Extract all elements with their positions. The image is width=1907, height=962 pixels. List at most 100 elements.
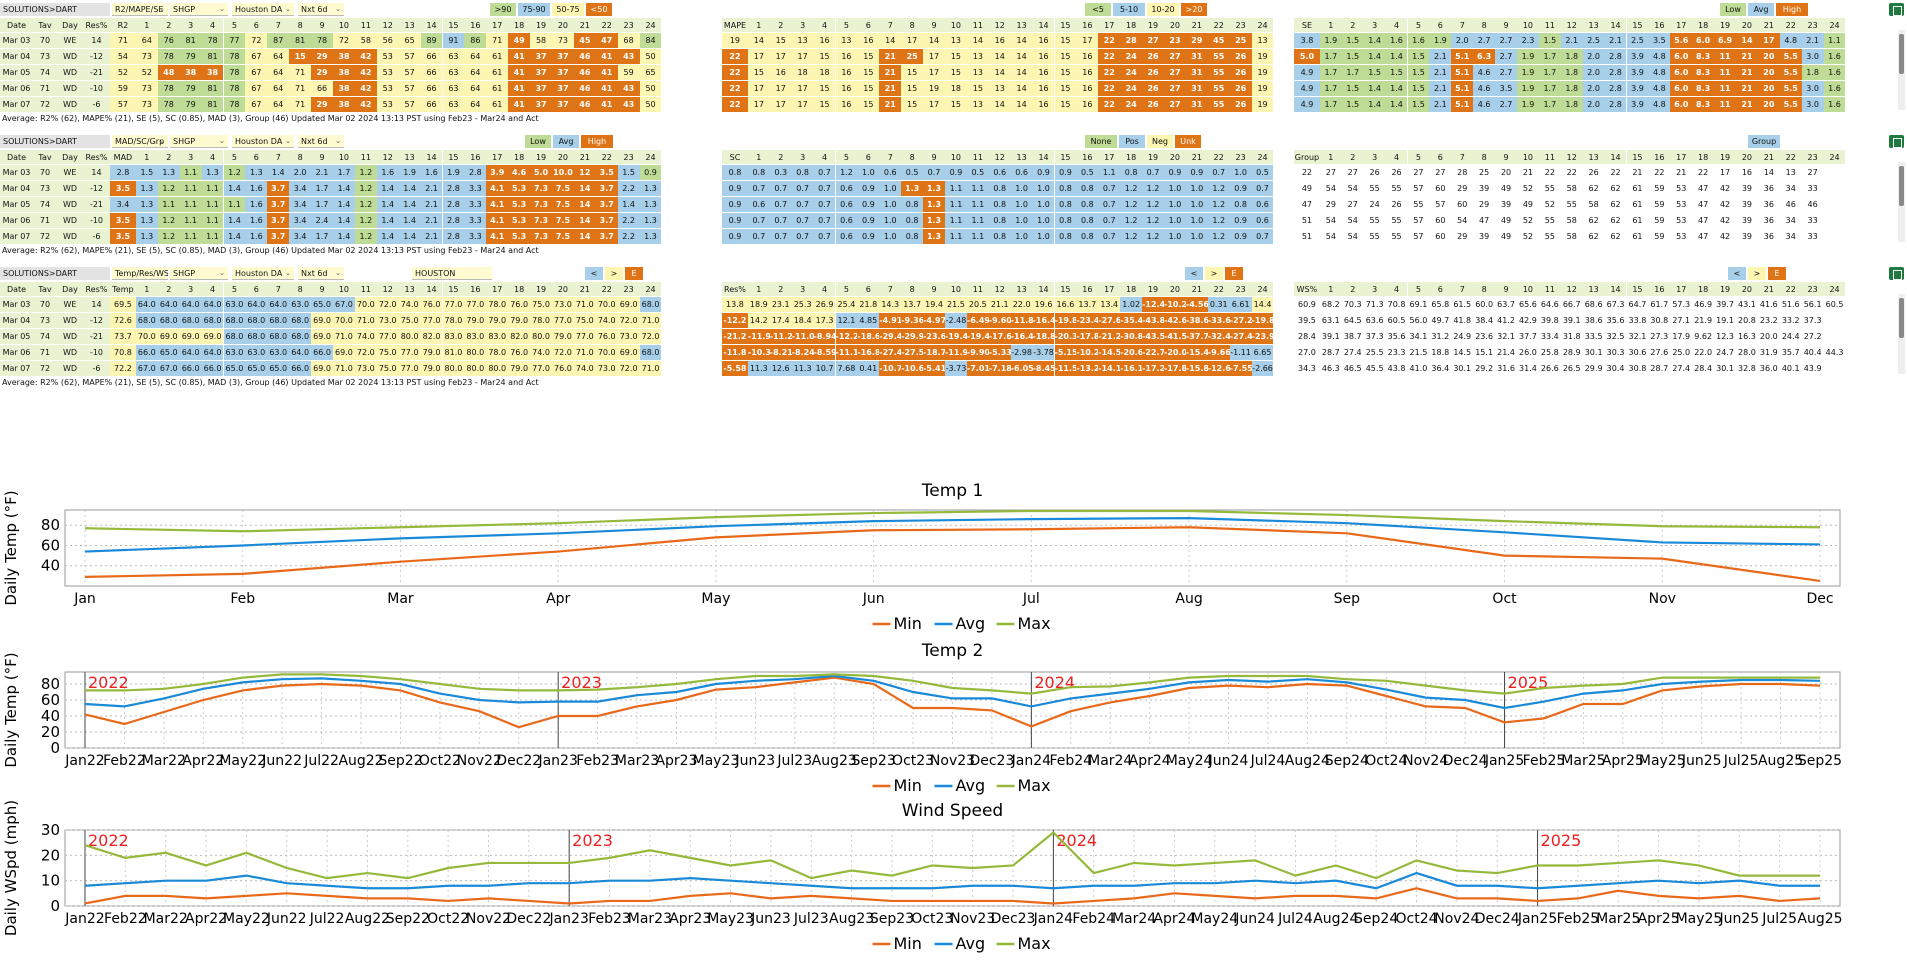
data-cell: 82.0 bbox=[420, 329, 443, 344]
data-cell: 1.4 bbox=[398, 181, 421, 196]
hour-header: 2 bbox=[1341, 18, 1364, 32]
data-cell: 5.1 bbox=[1451, 81, 1474, 96]
legend-button-x20[interactable]: >20 bbox=[1181, 3, 1207, 16]
data-cell: 67.0 bbox=[135, 361, 158, 376]
hour-header: 9 bbox=[923, 282, 945, 296]
data-cell: 1.5 bbox=[1363, 65, 1386, 80]
legend-button-E[interactable]: E bbox=[1225, 267, 1243, 280]
data-cell: -8.59 bbox=[813, 345, 836, 360]
data-cell: 27 bbox=[1341, 165, 1364, 180]
scrollbar[interactable] bbox=[1898, 30, 1905, 110]
hub-dropdown[interactable]: SHGP ⌄ bbox=[170, 135, 228, 148]
data-cell: -23.6 bbox=[923, 329, 945, 344]
excel-export-icon[interactable] bbox=[1889, 267, 1904, 280]
row-base-cell: Mar 07 bbox=[0, 97, 33, 112]
horizon-dropdown[interactable]: Nxt 6d ⌄ bbox=[298, 135, 344, 148]
legend-button-Low[interactable]: Low bbox=[525, 135, 551, 148]
metric-dropdown[interactable]: Temp/Res/WS ⌄ bbox=[112, 267, 168, 280]
legend-button-E[interactable]: E bbox=[1768, 267, 1786, 280]
legend-button-Avg[interactable]: Avg bbox=[553, 135, 579, 148]
legend-button-E[interactable]: E bbox=[625, 267, 643, 280]
hour-header: 4 bbox=[813, 150, 836, 164]
data-cell: 68.0 bbox=[201, 313, 224, 328]
legend-button-10x20[interactable]: 10-20 bbox=[1147, 3, 1179, 16]
hour-header: 1 bbox=[1319, 18, 1342, 32]
data-cell: 38 bbox=[333, 49, 355, 64]
data-cell: 0.6 bbox=[835, 197, 858, 212]
legend-button-Group[interactable]: Group bbox=[1748, 135, 1780, 148]
legend-button-None[interactable]: None bbox=[1085, 135, 1117, 148]
data-cell: 3.0 bbox=[1801, 49, 1824, 64]
data-cell: 16 bbox=[988, 33, 1011, 48]
legend-button-x[interactable]: > bbox=[605, 267, 623, 280]
scrollbar[interactable] bbox=[1898, 162, 1905, 242]
data-cell: -17.8 bbox=[1164, 361, 1186, 376]
chart-legend: Min Avg Max bbox=[872, 776, 1051, 795]
data-cell: 69.0 bbox=[617, 345, 640, 360]
data-cell: 31 bbox=[1185, 65, 1208, 80]
data-cell: 55 bbox=[1363, 181, 1386, 196]
breadcrumb[interactable]: SOLUTIONS>DART bbox=[0, 3, 110, 16]
legend-button-5x10[interactable]: 5-10 bbox=[1113, 3, 1145, 16]
legend-button-Pos[interactable]: Pos bbox=[1119, 135, 1145, 148]
breadcrumb[interactable]: SOLUTIONS>DART bbox=[0, 135, 110, 148]
data-cell: 73 bbox=[552, 33, 574, 48]
data-cell: 2.8 bbox=[442, 229, 465, 244]
hour-header: 13 bbox=[1582, 150, 1605, 164]
legend-button-Low[interactable]: Low bbox=[1720, 3, 1746, 16]
panel-1: SOLUTIONS>DART R2/MAPE/SE ⌄ SHGP ⌄ Houston DA… bbox=[0, 2, 1907, 130]
metric-dropdown[interactable]: MAD/SC/Grp ⌄ bbox=[112, 135, 168, 148]
breadcrumb[interactable]: SOLUTIONS>DART bbox=[0, 267, 110, 280]
node-dropdown[interactable]: Houston DA ⌄ bbox=[232, 267, 294, 280]
data-cell: 12.1 bbox=[835, 313, 858, 328]
data-cell: 23 bbox=[1164, 33, 1186, 48]
metric-dropdown[interactable]: R2/MAPE/SE ⌄ bbox=[112, 3, 168, 16]
excel-export-icon[interactable] bbox=[1889, 3, 1904, 16]
data-cell: 0.9 bbox=[857, 197, 880, 212]
legend-button-Unk[interactable]: Unk bbox=[1175, 135, 1201, 148]
legend-button-Neg[interactable]: Neg bbox=[1147, 135, 1173, 148]
legend-button-75x90[interactable]: 75-90 bbox=[518, 3, 550, 16]
data-cell: 69.0 bbox=[617, 297, 640, 312]
data-cell: 65.0 bbox=[267, 361, 290, 376]
legend-button-x90[interactable]: >90 bbox=[490, 3, 516, 16]
legend-button-x50[interactable]: <50 bbox=[586, 3, 612, 16]
legend-button-High[interactable]: High bbox=[1776, 3, 1808, 16]
legend-button-High[interactable]: High bbox=[581, 135, 613, 148]
horizon-dropdown[interactable]: Nxt 6d ⌄ bbox=[298, 267, 344, 280]
hub-dropdown[interactable]: SHGP ⌄ bbox=[170, 267, 228, 280]
data-cell: 15 bbox=[1054, 97, 1077, 112]
legend-button-x[interactable]: > bbox=[1748, 267, 1766, 280]
data-cell: 20.5 bbox=[966, 297, 989, 312]
data-cell: 74.0 bbox=[398, 297, 421, 312]
legend-button-x[interactable]: < bbox=[1185, 267, 1203, 280]
scroll-thumb[interactable] bbox=[1899, 34, 1904, 74]
scroll-thumb[interactable] bbox=[1899, 166, 1904, 206]
node-dropdown[interactable]: Houston DA ⌄ bbox=[232, 3, 294, 16]
data-cell: 65 bbox=[398, 33, 421, 48]
hub-dropdown[interactable]: SHGP ⌄ bbox=[170, 3, 228, 16]
legend-button-x[interactable]: > bbox=[1205, 267, 1223, 280]
data-cell: 50 bbox=[639, 97, 662, 112]
legend-button-50x75[interactable]: 50-75 bbox=[552, 3, 584, 16]
year-label: 2025 bbox=[1508, 673, 1549, 692]
data-cell: 26 bbox=[1385, 197, 1408, 212]
data-cell: 22 bbox=[1604, 165, 1627, 180]
data-cell: 41.0 bbox=[1407, 361, 1430, 376]
horizon-dropdown[interactable]: Nxt 6d ⌄ bbox=[298, 3, 344, 16]
scroll-thumb[interactable] bbox=[1899, 298, 1904, 338]
hour-header: 3 bbox=[1363, 150, 1386, 164]
excel-export-icon[interactable] bbox=[1889, 135, 1904, 148]
legend-button-x5[interactable]: <5 bbox=[1085, 3, 1111, 16]
data-cell: 32.8 bbox=[1736, 361, 1758, 376]
legend-button-Avg[interactable]: Avg bbox=[1748, 3, 1774, 16]
legend-button-x[interactable]: < bbox=[585, 267, 603, 280]
legend-button-x[interactable]: < bbox=[1728, 267, 1746, 280]
location-dropdown[interactable]: HOUSTON bbox=[412, 267, 492, 280]
data-cell: 81 bbox=[201, 81, 224, 96]
block-header-res%: Res% bbox=[722, 282, 748, 296]
scrollbar[interactable] bbox=[1898, 294, 1905, 374]
data-cell: 0.9 bbox=[857, 229, 880, 244]
node-dropdown[interactable]: Houston DA ⌄ bbox=[232, 135, 294, 148]
x-tick-label: Jun22 bbox=[266, 911, 307, 927]
